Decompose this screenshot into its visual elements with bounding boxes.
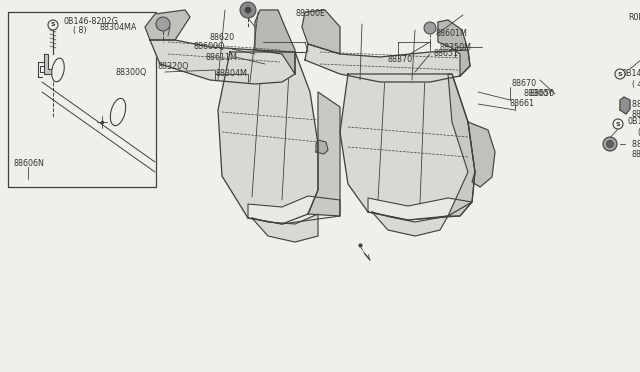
- Text: 88661: 88661: [510, 99, 535, 109]
- Polygon shape: [44, 54, 52, 74]
- Text: 88611M: 88611M: [205, 52, 237, 61]
- Polygon shape: [448, 74, 475, 216]
- Circle shape: [603, 137, 617, 151]
- Polygon shape: [368, 198, 472, 220]
- Text: ( 8): ( 8): [638, 128, 640, 137]
- Polygon shape: [340, 74, 475, 220]
- Polygon shape: [316, 140, 328, 154]
- Circle shape: [613, 119, 623, 129]
- Polygon shape: [302, 10, 340, 54]
- Text: 88651: 88651: [433, 49, 458, 58]
- Text: S: S: [618, 71, 622, 77]
- Polygon shape: [305, 44, 470, 82]
- Ellipse shape: [52, 58, 64, 82]
- Text: 0B146-6162G: 0B146-6162G: [622, 70, 640, 78]
- Circle shape: [240, 2, 256, 18]
- Polygon shape: [252, 214, 318, 242]
- Polygon shape: [438, 20, 470, 76]
- Text: 0B146-6202G: 0B146-6202G: [628, 118, 640, 126]
- Text: 88641   (RH): 88641 (RH): [632, 99, 640, 109]
- Polygon shape: [372, 212, 448, 236]
- Polygon shape: [218, 52, 318, 224]
- Polygon shape: [248, 196, 340, 224]
- Polygon shape: [255, 10, 295, 74]
- Text: S: S: [616, 122, 620, 126]
- Circle shape: [48, 20, 58, 30]
- Text: ( 8): ( 8): [73, 26, 86, 35]
- Text: 88350M: 88350M: [440, 42, 472, 51]
- Text: 88600Q: 88600Q: [193, 42, 225, 51]
- Circle shape: [424, 22, 436, 34]
- Text: 88370: 88370: [388, 55, 413, 64]
- Text: 88320Q: 88320Q: [158, 62, 189, 71]
- Polygon shape: [620, 97, 630, 114]
- Text: 0B146-8202G: 0B146-8202G: [63, 17, 118, 26]
- Polygon shape: [150, 40, 295, 84]
- Text: 88670: 88670: [512, 80, 537, 89]
- Circle shape: [245, 7, 251, 13]
- Circle shape: [607, 141, 614, 148]
- Text: 88607   (RH): 88607 (RH): [632, 140, 640, 148]
- Polygon shape: [468, 122, 495, 187]
- Circle shape: [156, 17, 170, 31]
- Text: 88304M: 88304M: [215, 70, 247, 78]
- Text: 88601M: 88601M: [435, 29, 467, 38]
- Text: 88606N: 88606N: [14, 160, 45, 169]
- Text: 88304MA: 88304MA: [100, 22, 138, 32]
- Text: ( 4): ( 4): [632, 80, 640, 89]
- Polygon shape: [308, 92, 340, 216]
- Text: 88300Y: 88300Y: [524, 90, 554, 99]
- Text: R0B0002T: R0B0002T: [628, 13, 640, 22]
- Text: 88620: 88620: [210, 32, 235, 42]
- Circle shape: [615, 69, 625, 79]
- Ellipse shape: [110, 98, 125, 126]
- Text: 88641+A(LH): 88641+A(LH): [632, 109, 640, 119]
- Text: 88650: 88650: [530, 90, 555, 99]
- Text: S: S: [51, 22, 55, 28]
- Text: 88607+A(LH): 88607+A(LH): [632, 150, 640, 158]
- Text: 88300Q: 88300Q: [115, 67, 147, 77]
- Polygon shape: [145, 10, 190, 40]
- Text: 88300E: 88300E: [296, 10, 326, 19]
- Bar: [8, 12, 156, 187]
